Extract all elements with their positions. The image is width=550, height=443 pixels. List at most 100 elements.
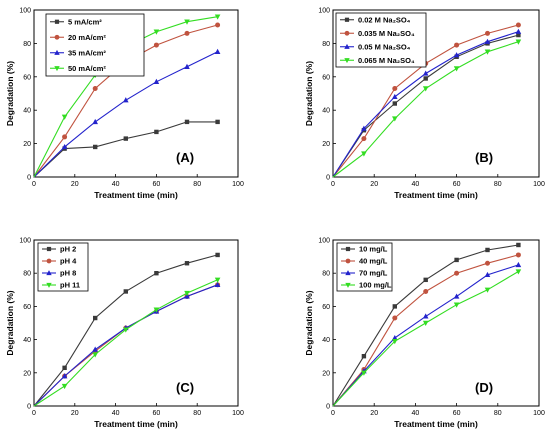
x-tick-label: 100 bbox=[533, 181, 545, 188]
y-axis-title: Degradation (%) bbox=[5, 290, 15, 355]
y-tick-label: 60 bbox=[322, 74, 330, 81]
data-point bbox=[214, 281, 221, 288]
data-point bbox=[485, 260, 490, 266]
y-tick-label: 60 bbox=[322, 304, 330, 311]
legend-label: 0.05 M Na₂SO₄ bbox=[358, 42, 411, 51]
data-point bbox=[214, 14, 221, 20]
y-axis-title: Degradation (%) bbox=[304, 61, 314, 126]
legend-label: 50 mA/cm² bbox=[68, 64, 106, 73]
legend-box bbox=[45, 13, 145, 77]
data-point bbox=[123, 289, 128, 294]
x-tick-label: 40 bbox=[112, 181, 120, 188]
data-point bbox=[215, 22, 221, 28]
x-tick-label: 0 bbox=[331, 181, 335, 188]
data-point bbox=[453, 302, 460, 308]
legend-label: 70 mg/L bbox=[359, 269, 388, 278]
y-tick-label: 60 bbox=[23, 74, 31, 81]
data-point bbox=[392, 93, 398, 100]
legend-marker bbox=[344, 17, 350, 22]
x-tick-label: 0 bbox=[331, 410, 335, 417]
panel-4: 0 20 40 60 80 100 0 20 40 60 80 100 Treatment time (… bbox=[304, 238, 545, 430]
data-point bbox=[453, 293, 460, 299]
x-tick-label: 60 bbox=[453, 181, 461, 188]
data-point bbox=[516, 242, 521, 248]
data-point bbox=[422, 320, 429, 326]
data-point bbox=[515, 252, 521, 258]
data-point bbox=[361, 125, 367, 131]
legend-box bbox=[37, 242, 89, 292]
data-point bbox=[392, 304, 397, 309]
data-point bbox=[153, 78, 160, 85]
data-point bbox=[215, 252, 220, 258]
data-point bbox=[515, 269, 522, 275]
data-point bbox=[61, 383, 68, 390]
data-point bbox=[153, 29, 160, 35]
data-point bbox=[62, 134, 68, 140]
plot-frame bbox=[332, 9, 540, 178]
y-tick-label: 20 bbox=[322, 370, 330, 377]
y-tick-label: 20 bbox=[322, 141, 330, 148]
data-point bbox=[484, 38, 491, 44]
y-tick-label: 100 bbox=[19, 8, 31, 15]
y-tick-label: 80 bbox=[23, 41, 31, 48]
data-point bbox=[154, 271, 159, 276]
legend-marker bbox=[345, 246, 351, 252]
data-point bbox=[392, 334, 398, 341]
y-tick-label: 100 bbox=[318, 8, 330, 15]
data-point bbox=[93, 144, 98, 150]
legend-marker bbox=[54, 49, 60, 55]
legend-label: 40 mg/L bbox=[359, 257, 388, 266]
legend-label: 0.035 M Na₂SO₄ bbox=[358, 29, 415, 38]
x-tick-label: 80 bbox=[494, 410, 502, 417]
legend-marker bbox=[54, 19, 60, 24]
data-point bbox=[422, 70, 429, 76]
y-tick-label: 0 bbox=[326, 404, 330, 411]
legend-label: pH 4 bbox=[60, 257, 77, 266]
legend-marker bbox=[345, 270, 351, 276]
panel-2: 0 20 40 60 80 100 0 20 40 60 80 100 Treatment time (… bbox=[304, 8, 545, 201]
data-point bbox=[484, 287, 491, 293]
legend-marker bbox=[46, 282, 52, 288]
panel-3: 0 20 40 60 80 100 0 20 40 60 80 100 Treatment time (… bbox=[5, 238, 244, 430]
data-point bbox=[61, 373, 68, 379]
legend-marker bbox=[46, 246, 52, 252]
data-point bbox=[361, 354, 367, 359]
data-point bbox=[423, 277, 428, 283]
x-tick-label: 100 bbox=[232, 410, 244, 417]
data-point bbox=[92, 346, 98, 352]
data-point bbox=[184, 119, 190, 125]
data-point bbox=[61, 114, 68, 120]
data-point bbox=[214, 48, 221, 54]
y-axis-title: Degradation (%) bbox=[304, 290, 314, 355]
legend-label: 0.065 M Na₂SO₄ bbox=[358, 56, 415, 65]
panel-tag: (C) bbox=[176, 380, 194, 395]
x-tick-label: 100 bbox=[232, 181, 244, 188]
x-tick-label: 20 bbox=[370, 410, 378, 417]
data-point bbox=[92, 118, 98, 125]
data-point bbox=[485, 247, 490, 253]
x-tick-label: 0 bbox=[32, 410, 36, 417]
y-tick-label: 40 bbox=[23, 337, 31, 344]
data-point bbox=[184, 261, 190, 266]
legend-marker bbox=[54, 66, 60, 72]
data-point bbox=[392, 339, 398, 345]
data-point bbox=[92, 352, 98, 358]
legend-marker bbox=[54, 34, 60, 40]
legend-marker bbox=[344, 58, 350, 64]
data-point bbox=[516, 32, 521, 38]
legend-box bbox=[335, 12, 427, 68]
data-point bbox=[515, 39, 522, 45]
data-point bbox=[392, 85, 398, 91]
x-tick-label: 60 bbox=[453, 410, 461, 417]
panel-tag: (B) bbox=[475, 150, 493, 165]
data-point bbox=[184, 19, 190, 25]
legend-label: 20 mA/cm² bbox=[68, 33, 106, 42]
x-tick-label: 60 bbox=[153, 181, 161, 188]
x-tick-label: 40 bbox=[412, 181, 420, 188]
legend-label: 35 mA/cm² bbox=[68, 48, 106, 57]
legend-label: pH 2 bbox=[60, 245, 76, 254]
data-point bbox=[184, 30, 190, 36]
plot-frame bbox=[33, 9, 239, 178]
y-tick-label: 100 bbox=[318, 238, 330, 245]
